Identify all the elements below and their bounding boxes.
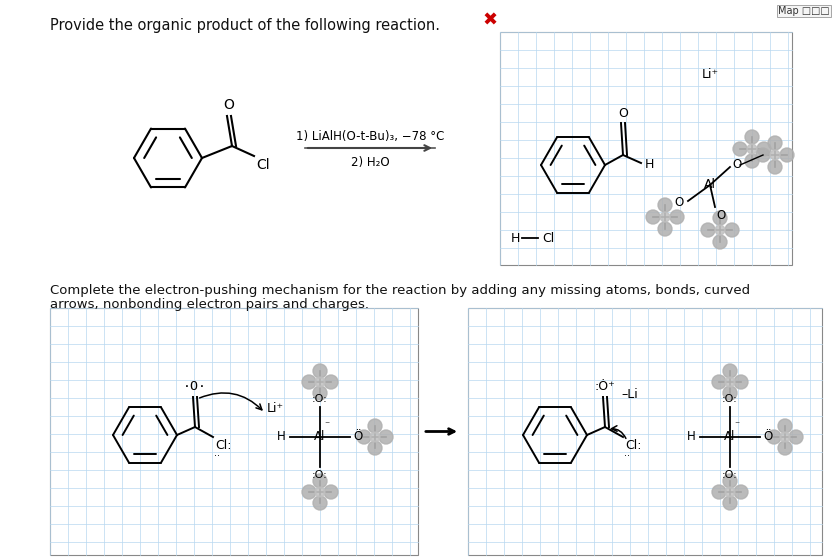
- Text: :Ȯ⁺: :Ȯ⁺: [595, 380, 616, 393]
- Text: Al: Al: [314, 431, 325, 443]
- Bar: [500, 32, 792, 265]
- Circle shape: [313, 496, 327, 510]
- Circle shape: [324, 375, 338, 389]
- Text: O: O: [716, 209, 726, 222]
- Circle shape: [368, 419, 382, 433]
- Circle shape: [747, 144, 757, 154]
- Circle shape: [745, 130, 759, 144]
- Text: H: H: [687, 431, 696, 443]
- Circle shape: [670, 210, 684, 224]
- Circle shape: [757, 142, 771, 156]
- Circle shape: [658, 222, 672, 236]
- Text: O: O: [732, 159, 741, 172]
- Text: H: H: [510, 232, 520, 245]
- Circle shape: [778, 441, 792, 455]
- Text: O: O: [224, 98, 235, 112]
- Text: Li⁺: Li⁺: [702, 69, 719, 81]
- Text: H: H: [277, 431, 286, 443]
- Text: arrows, nonbonding electron pairs and charges.: arrows, nonbonding electron pairs and ch…: [50, 298, 369, 311]
- Circle shape: [734, 485, 748, 499]
- Circle shape: [726, 487, 735, 497]
- Text: Ö: Ö: [353, 431, 362, 443]
- Circle shape: [660, 212, 670, 222]
- Text: ·O·: ·O·: [183, 380, 207, 393]
- Text: Cl: Cl: [542, 232, 554, 245]
- Text: ⁻: ⁻: [734, 420, 739, 430]
- Circle shape: [756, 148, 770, 162]
- Bar: [50, 308, 418, 555]
- Text: Provide the organic product of the following reaction.: Provide the organic product of the follo…: [50, 18, 440, 33]
- Circle shape: [770, 150, 780, 160]
- Circle shape: [313, 474, 327, 488]
- Circle shape: [715, 225, 725, 235]
- Text: Li⁺: Li⁺: [267, 402, 284, 414]
- Circle shape: [646, 210, 660, 224]
- Circle shape: [315, 487, 325, 497]
- Text: Cl:: Cl:: [625, 439, 641, 452]
- Circle shape: [780, 432, 790, 442]
- Text: Cl: Cl: [256, 158, 270, 172]
- Text: ··: ··: [214, 451, 220, 461]
- Circle shape: [712, 375, 726, 389]
- Text: O: O: [675, 197, 684, 209]
- Text: :O:: :O:: [722, 470, 738, 480]
- Text: O: O: [618, 107, 628, 120]
- Text: Cl:: Cl:: [215, 439, 231, 452]
- Circle shape: [768, 160, 782, 174]
- Circle shape: [768, 136, 782, 150]
- Text: 1) LiAlH(O-t-Bu)₃, −78 °C: 1) LiAlH(O-t-Bu)₃, −78 °C: [296, 130, 444, 143]
- Text: Complete the electron-pushing mechanism for the reaction by adding any missing a: Complete the electron-pushing mechanism …: [50, 284, 750, 297]
- Circle shape: [701, 223, 715, 237]
- Text: –Li: –Li: [621, 388, 638, 402]
- Circle shape: [723, 474, 737, 488]
- Text: :O:: :O:: [312, 470, 328, 480]
- Text: :O:: :O:: [312, 394, 328, 404]
- Text: Map □□□: Map □□□: [779, 6, 830, 16]
- Circle shape: [726, 377, 735, 387]
- Circle shape: [712, 485, 726, 499]
- Circle shape: [368, 441, 382, 455]
- Text: ✖: ✖: [483, 12, 498, 30]
- Circle shape: [357, 430, 371, 444]
- Text: ⁻: ⁻: [324, 420, 329, 430]
- Circle shape: [767, 430, 781, 444]
- Text: 2) H₂O: 2) H₂O: [350, 156, 389, 169]
- Text: Al: Al: [704, 178, 716, 192]
- Text: Ö: Ö: [763, 431, 772, 443]
- Circle shape: [370, 432, 380, 442]
- Circle shape: [734, 375, 748, 389]
- Text: Al: Al: [725, 431, 735, 443]
- Circle shape: [658, 198, 672, 212]
- Circle shape: [713, 211, 727, 225]
- Circle shape: [745, 154, 759, 168]
- Circle shape: [302, 485, 316, 499]
- Circle shape: [313, 386, 327, 400]
- Bar: [468, 308, 822, 555]
- Text: H: H: [645, 159, 655, 172]
- Circle shape: [324, 485, 338, 499]
- Circle shape: [725, 223, 739, 237]
- Circle shape: [313, 364, 327, 378]
- Text: :O:: :O:: [722, 394, 738, 404]
- Circle shape: [778, 419, 792, 433]
- Circle shape: [723, 386, 737, 400]
- Circle shape: [315, 377, 325, 387]
- Circle shape: [723, 496, 737, 510]
- Circle shape: [302, 375, 316, 389]
- Text: ··: ··: [624, 451, 630, 461]
- Circle shape: [780, 148, 794, 162]
- Circle shape: [379, 430, 393, 444]
- Circle shape: [723, 364, 737, 378]
- Circle shape: [713, 235, 727, 249]
- Circle shape: [733, 142, 747, 156]
- Circle shape: [789, 430, 803, 444]
